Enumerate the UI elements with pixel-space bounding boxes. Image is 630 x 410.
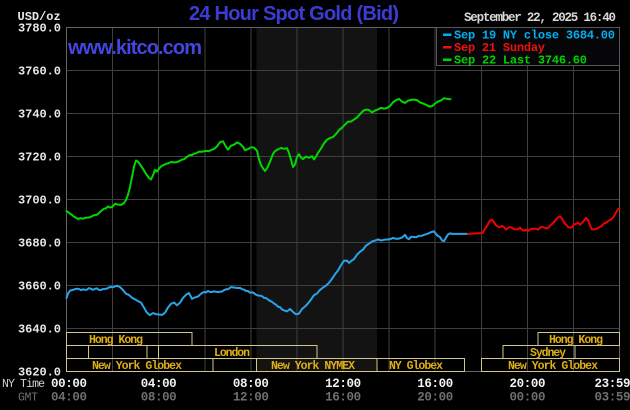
svg-text:04:00: 04:00	[51, 391, 87, 405]
svg-text:3660.0: 3660.0	[18, 280, 61, 294]
svg-text:3780.0: 3780.0	[18, 22, 61, 36]
svg-text:www.kitco.com: www.kitco.com	[67, 37, 202, 59]
svg-text:20:00: 20:00	[417, 391, 453, 405]
svg-text:Sep 19 NY close 3684.00: Sep 19 NY close 3684.00	[454, 29, 615, 43]
svg-text:New York Globex: New York Globex	[92, 360, 182, 373]
svg-text:08:00: 08:00	[141, 391, 177, 405]
svg-text:September 22, 2025 16:40: September 22, 2025 16:40	[464, 11, 616, 25]
svg-text:NY Time: NY Time	[2, 378, 45, 391]
svg-text:3700.0: 3700.0	[18, 194, 61, 208]
svg-text:24 Hour Spot Gold (Bid): 24 Hour Spot Gold (Bid)	[189, 3, 399, 25]
svg-text:Sep 21 Sunday: Sep 21 Sunday	[454, 41, 545, 55]
svg-text:Hong Kong: Hong Kong	[89, 334, 143, 347]
svg-text:New York Globex: New York Globex	[508, 360, 598, 373]
svg-text:00:00: 00:00	[510, 391, 546, 405]
svg-text:London: London	[214, 347, 250, 360]
svg-text:3740.0: 3740.0	[18, 108, 61, 122]
svg-text:3620.0: 3620.0	[18, 366, 61, 380]
svg-text:20:00: 20:00	[510, 377, 546, 391]
svg-text:Hong Kong: Hong Kong	[549, 334, 603, 347]
svg-text:Sep 22 Last 3746.60: Sep 22 Last 3746.60	[454, 54, 587, 68]
svg-text:3720.0: 3720.0	[18, 151, 61, 165]
svg-text:NY Globex: NY Globex	[389, 360, 443, 373]
svg-text:Sydney: Sydney	[530, 347, 566, 360]
svg-text:3640.0: 3640.0	[18, 323, 61, 337]
svg-text:GMT: GMT	[18, 392, 38, 405]
svg-text:12:00: 12:00	[325, 377, 361, 391]
svg-text:New York NYMEX: New York NYMEX	[271, 360, 355, 373]
svg-text:16:00: 16:00	[325, 391, 361, 405]
svg-text:3760.0: 3760.0	[18, 65, 61, 79]
svg-text:12:00: 12:00	[233, 391, 269, 405]
svg-text:04:00: 04:00	[141, 377, 177, 391]
svg-text:00:00: 00:00	[51, 377, 87, 391]
svg-text:USD/oz: USD/oz	[18, 10, 61, 24]
svg-text:23:59: 23:59	[595, 377, 630, 391]
svg-text:03:59: 03:59	[595, 391, 630, 405]
svg-text:3680.0: 3680.0	[18, 237, 61, 251]
svg-text:16:00: 16:00	[417, 377, 453, 391]
svg-text:08:00: 08:00	[233, 377, 269, 391]
